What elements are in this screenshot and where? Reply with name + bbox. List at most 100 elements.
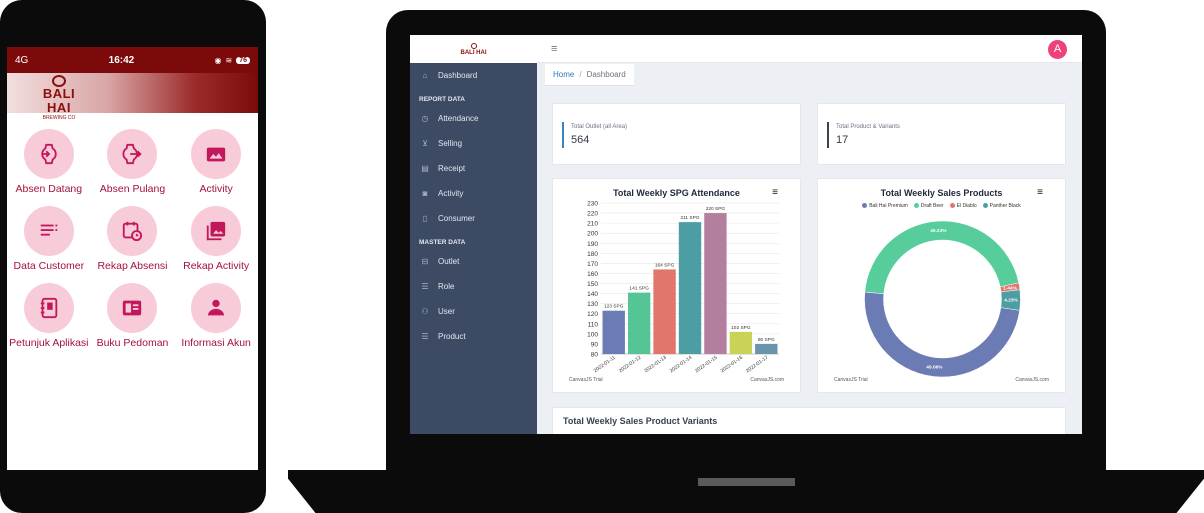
legend-marker — [949, 203, 955, 208]
menu-tile-absen-datang[interactable]: Absen Datang — [7, 129, 91, 195]
menu-tile-petunjuk-aplikasi[interactable]: Petunjuk Aplikasi — [7, 283, 91, 349]
legend-marker — [982, 203, 988, 208]
y-tick-label: 90 — [591, 341, 599, 348]
chart-menu-icon[interactable]: ≡ — [772, 187, 778, 198]
top-navbar: ≡ A — [537, 35, 1082, 63]
y-tick-label: 140 — [587, 291, 598, 298]
bar-data-label: 90 SPG — [758, 337, 775, 343]
bar-data-label: 164 SPG — [655, 262, 675, 268]
slice-label: 4.23% — [1004, 297, 1018, 303]
y-tick-label: 100 — [587, 331, 598, 338]
legend-item[interactable]: El Diablo — [949, 203, 977, 209]
breadcrumb-current: Dashboard — [586, 70, 626, 79]
y-tick-label: 200 — [587, 231, 598, 238]
legend-marker — [913, 203, 919, 208]
chart-credit-right[interactable]: CanvasJS.com — [750, 377, 784, 383]
y-tick-label: 210 — [587, 221, 598, 228]
attendance-bar-chart: 80 90 100 110 120 130 140 150 160 170 180 190 200 210… — [587, 201, 779, 375]
chart-credit-right[interactable]: CanvasJS.com — [1015, 377, 1049, 383]
brand-emblem-icon — [52, 75, 66, 87]
breadcrumb-home-link[interactable]: Home — [553, 70, 575, 79]
brand-emblem-icon — [470, 42, 477, 49]
x-tick-label: 2022-01-12 — [618, 355, 643, 375]
y-tick-label: 160 — [587, 271, 598, 278]
battery-level: 76 — [236, 56, 250, 64]
list-icon: ☰ — [421, 282, 429, 291]
y-tick-label: 120 — [587, 311, 598, 318]
chart-menu-icon[interactable]: ≡ — [1037, 187, 1043, 198]
sidebar-item-dashboard[interactable]: ⌂ Dashboard — [410, 63, 537, 88]
bar-data-label: 211 SPG — [680, 215, 699, 221]
sidebar-item-outlet[interactable]: ⊟ Outlet — [421, 257, 460, 266]
clock-icon: ◷ — [421, 114, 429, 123]
menu-tile-rekap-activity[interactable]: Rekap Activity — [174, 206, 258, 272]
y-tick-label: 130 — [587, 301, 598, 308]
sidebar-item-user[interactable]: ⚇ User — [421, 307, 455, 316]
sidebar-item-role[interactable]: ☰ Role — [421, 282, 455, 291]
chart-title: Total Weekly SPG Attendance — [613, 188, 740, 198]
sidebar-item-product[interactable]: ☰ Product — [421, 332, 466, 341]
bar-2022-01-17 — [755, 343, 778, 354]
y-tick-label: 190 — [587, 241, 598, 248]
menu-label: Activity — [199, 183, 233, 195]
chart-credit-left: CanvasJS Trial — [834, 377, 868, 383]
receipt-icon: ▤ — [421, 164, 429, 173]
y-tick-label: 220 — [587, 211, 598, 218]
sidebar-item-activity[interactable]: ◙ Activity — [410, 181, 537, 206]
y-tick-label: 150 — [587, 281, 598, 288]
bar-data-label: 102 SPG — [731, 325, 751, 331]
app-header-banner: BALI HAI BREWING CO — [7, 73, 258, 121]
status-time: 16:42 — [108, 54, 135, 66]
menu-label: Informasi Akun — [181, 337, 251, 349]
home-icon: ⌂ — [422, 71, 428, 80]
bar-2022-01-12 — [627, 292, 651, 354]
laptop-trackpad — [698, 478, 795, 486]
slice-bali-hai-premium — [864, 291, 1020, 378]
y-tick-label: 230 — [587, 201, 598, 208]
menu-tile-activity[interactable]: Activity — [174, 129, 258, 195]
chart-legend: Bali Hai Premium Draft Beer El Diablo Panth… — [818, 203, 1065, 209]
legend-item[interactable]: Panther Black — [982, 203, 1021, 209]
sidebar-item-consumer[interactable]: ▯ Consumer — [410, 206, 537, 231]
sidebar-section-master: MASTER DATA — [419, 239, 466, 246]
list-icon — [23, 206, 74, 256]
breadcrumb: Home / Dashboard — [545, 64, 634, 86]
menu-tile-buku-pedoman[interactable]: Buku Pedoman — [91, 283, 175, 349]
laptop-base — [288, 470, 1204, 513]
menu-tile-rekap-absensi[interactable]: Rekap Absensi — [91, 206, 175, 272]
stat-card-products: Total Product & Variants 17 — [817, 103, 1066, 165]
menu-label: Absen Datang — [15, 183, 83, 195]
menu-toggle-icon[interactable]: ≡ — [551, 43, 558, 55]
sidebar-item-receipt[interactable]: ▤ Receipt — [421, 164, 466, 173]
brand-logo: BALI HAI BREWING CO — [29, 75, 89, 121]
dashboard-screen: BALI HAI ⌂ Dashboard REPORT DATA ◷ Attend… — [410, 35, 1082, 434]
user-avatar[interactable]: A — [1048, 40, 1067, 59]
slice-draft-beer — [864, 220, 1020, 295]
sales-doughnut-chart: 1.44% 4.23% 49.06% 45.23% — [864, 220, 1021, 378]
phone-status-bar: 4G 16:42 ◉ ≋ 76 — [7, 47, 258, 73]
camera-icon: ◙ — [422, 189, 428, 198]
x-tick-label: 2022-01-16 — [720, 355, 745, 375]
slice-label: 45.23% — [930, 228, 947, 234]
x-tick-label: 2022-01-14 — [669, 355, 694, 375]
sidebar-item-selling[interactable]: ⊻ Selling — [410, 131, 537, 156]
menu-tile-absen-pulang[interactable]: Absen Pulang — [91, 129, 175, 195]
menu-tile-data-customer[interactable]: Data Customer — [7, 206, 91, 272]
legend-item[interactable]: Draft Beer — [913, 203, 944, 209]
book-icon — [107, 283, 158, 333]
x-tick-label: 2022-01-15 — [694, 355, 719, 375]
y-tick-label: 110 — [588, 321, 599, 328]
sidebar-logo[interactable]: BALI HAI — [410, 35, 537, 63]
y-tick-label: 170 — [587, 261, 598, 268]
menu-label: Absen Pulang — [99, 183, 166, 195]
menu-label: Rekap Activity — [183, 260, 250, 272]
menu-tile-informasi-akun[interactable]: Informasi Akun — [174, 283, 258, 349]
bar-2022-01-13 — [653, 269, 676, 354]
users-icon: ⚇ — [421, 307, 429, 316]
legend-item[interactable]: Bali Hai Premium — [862, 203, 908, 209]
stat-label: Total Product & Variants — [836, 124, 900, 130]
menu-label: Buku Pedoman — [96, 337, 169, 349]
sidebar-item-attendance[interactable]: ◷ Attendance — [421, 114, 479, 123]
clipboard-icon: ▯ — [422, 214, 428, 223]
x-tick-label: 2022-01-17 — [745, 355, 770, 375]
